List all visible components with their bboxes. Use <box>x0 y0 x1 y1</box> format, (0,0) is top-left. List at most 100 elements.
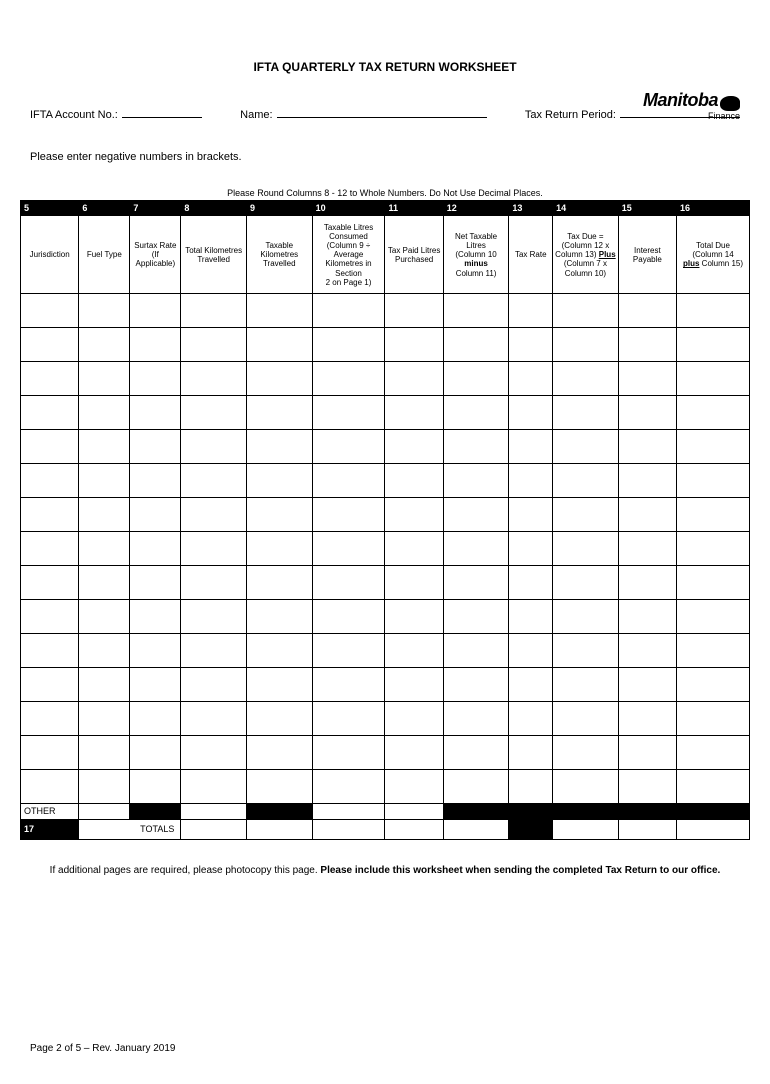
data-cell[interactable] <box>443 464 509 498</box>
data-cell[interactable] <box>618 736 676 770</box>
data-cell[interactable] <box>509 532 553 566</box>
data-cell[interactable] <box>509 328 553 362</box>
data-cell[interactable] <box>553 566 619 600</box>
data-cell[interactable] <box>618 770 676 804</box>
data-cell[interactable] <box>553 328 619 362</box>
data-cell[interactable] <box>130 498 181 532</box>
data-cell[interactable] <box>618 396 676 430</box>
data-cell[interactable] <box>385 294 443 328</box>
data-cell[interactable] <box>677 498 750 532</box>
data-cell[interactable] <box>385 328 443 362</box>
data-cell[interactable] <box>21 634 79 668</box>
data-cell[interactable] <box>181 532 247 566</box>
account-input[interactable] <box>122 117 202 118</box>
data-cell[interactable] <box>312 328 385 362</box>
data-cell[interactable] <box>130 634 181 668</box>
data-cell[interactable] <box>181 498 247 532</box>
data-cell[interactable] <box>246 430 312 464</box>
data-cell[interactable] <box>677 600 750 634</box>
data-cell[interactable] <box>385 600 443 634</box>
data-cell[interactable] <box>443 430 509 464</box>
data-cell[interactable] <box>443 600 509 634</box>
data-cell[interactable] <box>312 702 385 736</box>
data-cell[interactable] <box>246 328 312 362</box>
data-cell[interactable] <box>553 634 619 668</box>
data-cell[interactable] <box>312 294 385 328</box>
data-cell[interactable] <box>443 566 509 600</box>
data-cell[interactable] <box>312 770 385 804</box>
data-cell[interactable] <box>443 328 509 362</box>
name-input[interactable] <box>277 117 487 118</box>
data-cell[interactable] <box>246 566 312 600</box>
data-cell[interactable] <box>385 566 443 600</box>
data-cell[interactable] <box>246 464 312 498</box>
data-cell[interactable] <box>385 396 443 430</box>
data-cell[interactable] <box>130 600 181 634</box>
data-cell[interactable] <box>385 668 443 702</box>
data-cell[interactable] <box>385 634 443 668</box>
data-cell[interactable] <box>553 600 619 634</box>
data-cell[interactable] <box>79 600 130 634</box>
data-cell[interactable] <box>79 430 130 464</box>
totals-cell[interactable] <box>181 819 247 839</box>
data-cell[interactable] <box>509 736 553 770</box>
data-cell[interactable] <box>181 430 247 464</box>
data-cell[interactable] <box>181 600 247 634</box>
data-cell[interactable] <box>677 362 750 396</box>
data-cell[interactable] <box>509 362 553 396</box>
data-cell[interactable] <box>312 498 385 532</box>
data-cell[interactable] <box>677 464 750 498</box>
other-cell[interactable] <box>79 804 130 819</box>
data-cell[interactable] <box>677 532 750 566</box>
data-cell[interactable] <box>246 362 312 396</box>
data-cell[interactable] <box>509 294 553 328</box>
data-cell[interactable] <box>130 532 181 566</box>
data-cell[interactable] <box>677 430 750 464</box>
data-cell[interactable] <box>443 294 509 328</box>
data-cell[interactable] <box>553 294 619 328</box>
data-cell[interactable] <box>385 532 443 566</box>
data-cell[interactable] <box>312 362 385 396</box>
data-cell[interactable] <box>246 532 312 566</box>
data-cell[interactable] <box>618 702 676 736</box>
data-cell[interactable] <box>312 396 385 430</box>
data-cell[interactable] <box>246 702 312 736</box>
data-cell[interactable] <box>312 566 385 600</box>
data-cell[interactable] <box>677 566 750 600</box>
data-cell[interactable] <box>21 498 79 532</box>
data-cell[interactable] <box>618 362 676 396</box>
data-cell[interactable] <box>181 634 247 668</box>
data-cell[interactable] <box>312 464 385 498</box>
data-cell[interactable] <box>312 668 385 702</box>
data-cell[interactable] <box>130 430 181 464</box>
data-cell[interactable] <box>509 702 553 736</box>
data-cell[interactable] <box>677 396 750 430</box>
data-cell[interactable] <box>443 736 509 770</box>
data-cell[interactable] <box>618 532 676 566</box>
data-cell[interactable] <box>509 668 553 702</box>
data-cell[interactable] <box>21 532 79 566</box>
data-cell[interactable] <box>181 362 247 396</box>
data-cell[interactable] <box>21 770 79 804</box>
data-cell[interactable] <box>79 736 130 770</box>
other-cell[interactable] <box>181 804 247 819</box>
data-cell[interactable] <box>181 464 247 498</box>
data-cell[interactable] <box>181 736 247 770</box>
data-cell[interactable] <box>246 600 312 634</box>
data-cell[interactable] <box>509 634 553 668</box>
data-cell[interactable] <box>677 634 750 668</box>
data-cell[interactable] <box>181 328 247 362</box>
data-cell[interactable] <box>79 532 130 566</box>
data-cell[interactable] <box>246 736 312 770</box>
data-cell[interactable] <box>130 464 181 498</box>
data-cell[interactable] <box>21 668 79 702</box>
data-cell[interactable] <box>509 464 553 498</box>
data-cell[interactable] <box>553 362 619 396</box>
totals-cell[interactable] <box>246 819 312 839</box>
data-cell[interactable] <box>385 464 443 498</box>
data-cell[interactable] <box>553 770 619 804</box>
data-cell[interactable] <box>443 634 509 668</box>
data-cell[interactable] <box>553 430 619 464</box>
data-cell[interactable] <box>443 770 509 804</box>
data-cell[interactable] <box>618 566 676 600</box>
